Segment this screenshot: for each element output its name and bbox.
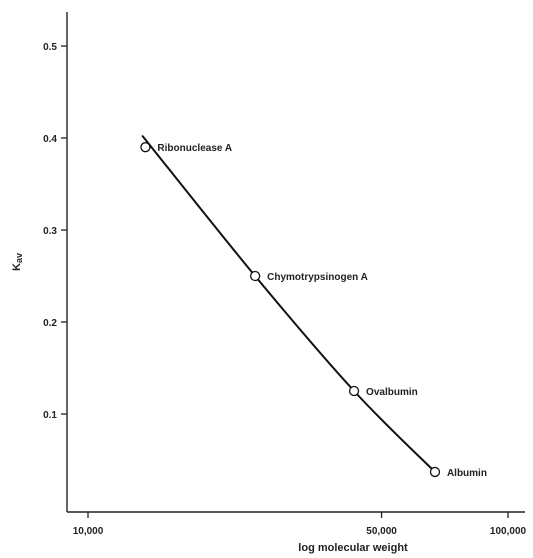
- y-tick-label: 0.5: [43, 42, 57, 53]
- data-point-label: Ribonuclease A: [157, 143, 232, 154]
- y-ticks: 0.1 0.2 0.3 0.4 0.5: [43, 42, 67, 421]
- x-ticks: 10,000 50,000 100,000: [73, 512, 527, 537]
- fit-curve: [141, 135, 436, 473]
- data-point: [140, 142, 151, 153]
- x-tick-label: 100,000: [490, 526, 527, 537]
- x-tick-label: 10,000: [73, 526, 104, 537]
- data-point: [348, 385, 360, 397]
- y-axis-label-subscript: av: [14, 253, 24, 263]
- data-point-label: Albumin: [447, 468, 487, 479]
- y-tick-label: 0.3: [43, 226, 57, 237]
- data-point: [249, 270, 261, 282]
- data-points: Ribonuclease A Chymotrypsinogen A Ovalbumi…: [140, 142, 487, 479]
- y-tick-label: 0.1: [43, 410, 57, 421]
- data-point-label: Chymotrypsinogen A: [267, 272, 368, 283]
- data-point: [429, 466, 441, 478]
- axes: [66, 12, 525, 513]
- data-point-label: Ovalbumin: [366, 387, 418, 398]
- y-axis-label-main: K: [11, 263, 23, 271]
- x-tick-label: 50,000: [366, 526, 397, 537]
- x-axis-label: log molecular weight: [298, 542, 408, 554]
- y-axis-label: Kav: [11, 253, 24, 271]
- y-tick-label: 0.4: [43, 134, 57, 145]
- y-tick-label: 0.2: [43, 318, 57, 329]
